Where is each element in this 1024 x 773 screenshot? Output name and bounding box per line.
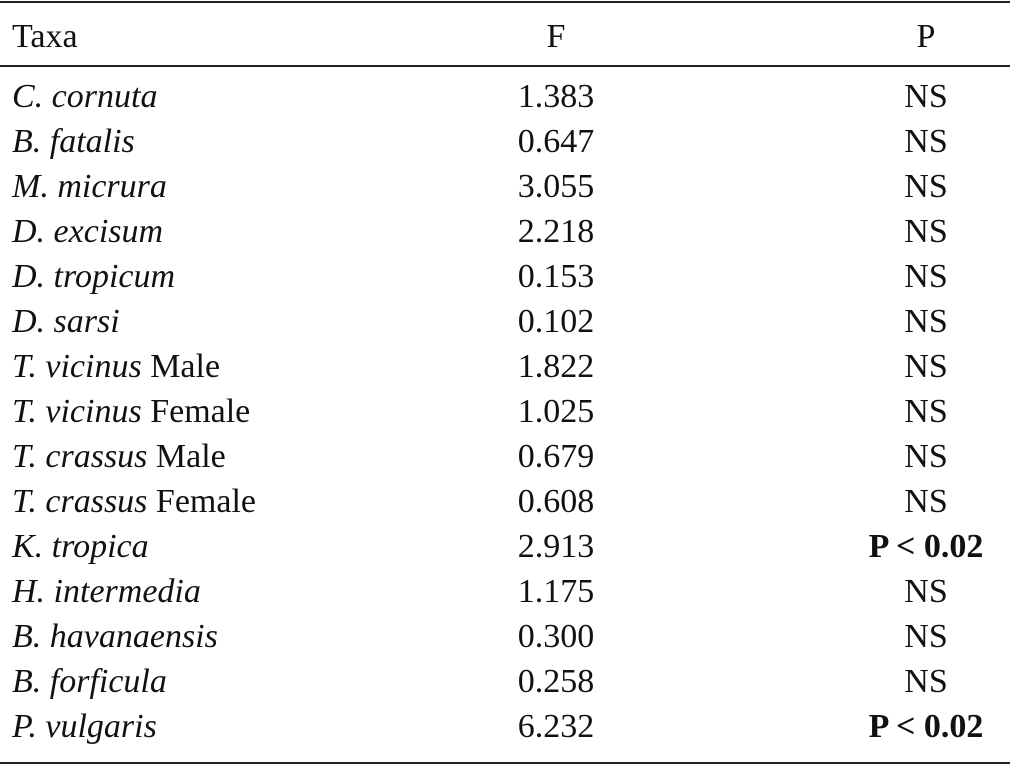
p-cell: P < 0.02	[868, 528, 984, 565]
f-cell: 2.913	[517, 528, 595, 565]
f-cell: 1.025	[517, 393, 595, 430]
header-rule	[0, 65, 1010, 67]
p-cell: NS	[904, 618, 948, 655]
taxon-cell: B. forficula	[12, 662, 167, 702]
taxon-name: B. fatalis	[12, 123, 135, 160]
taxon-name: T. vicinus	[12, 348, 142, 385]
f-cell: 0.300	[517, 618, 595, 655]
f-cell: 0.153	[517, 258, 595, 295]
taxon-name: M. micrura	[12, 168, 167, 205]
taxon-cell: T. crassus Male	[12, 437, 226, 477]
p-cell: NS	[904, 483, 948, 520]
taxon-cell: H. intermedia	[12, 572, 201, 612]
taxon-cell: D. tropicum	[12, 257, 175, 297]
sex: Male	[155, 438, 226, 475]
f-cell: 1.383	[517, 78, 595, 115]
sex: Female	[150, 393, 251, 430]
taxon-name: T. vicinus	[12, 393, 142, 430]
p-cell: NS	[904, 393, 948, 430]
f-cell: 0.647	[517, 123, 595, 160]
taxon-name: T. crassus	[12, 438, 148, 475]
bottom-rule	[0, 762, 1010, 764]
taxon-cell: C. cornuta	[12, 77, 157, 117]
p-cell: NS	[904, 213, 948, 250]
f-cell: 0.102	[517, 303, 595, 340]
taxon-name: H. intermedia	[12, 573, 201, 610]
taxon-name: T. crassus	[12, 483, 148, 520]
taxon-cell: T. vicinus Female	[12, 392, 250, 432]
header-cell: P	[916, 18, 936, 55]
sex: Female	[155, 483, 256, 520]
top-rule	[0, 1, 1010, 3]
f-cell: 0.258	[517, 663, 595, 700]
taxon-cell: K. tropica	[12, 527, 149, 567]
header-cell: Taxa	[12, 18, 78, 55]
f-cell: 1.175	[517, 573, 595, 610]
f-cell: 0.679	[517, 438, 595, 475]
p-cell: P < 0.02	[868, 708, 984, 745]
taxon-name: C. cornuta	[12, 78, 158, 115]
taxon-cell: T. crassus Female	[12, 482, 256, 522]
taxon-name: P. vulgaris	[12, 708, 157, 745]
taxon-cell: M. micrura	[12, 167, 167, 207]
p-cell: NS	[904, 663, 948, 700]
taxon-cell: D. excisum	[12, 212, 163, 252]
header-cell: F	[546, 18, 566, 55]
p-cell: NS	[904, 348, 948, 385]
taxon-name: D. sarsi	[12, 303, 120, 340]
taxon-cell: B. havanaensis	[12, 617, 218, 657]
taxon-cell: B. fatalis	[12, 122, 135, 162]
p-cell: NS	[904, 168, 948, 205]
taxon-name: D. tropicum	[12, 258, 176, 295]
p-cell: NS	[904, 258, 948, 295]
taxon-name: K. tropica	[12, 528, 149, 565]
p-cell: NS	[904, 123, 948, 160]
sex: Male	[150, 348, 221, 385]
f-cell: 6.232	[517, 708, 595, 745]
f-cell: 3.055	[517, 168, 595, 205]
taxon-name: D. excisum	[12, 213, 164, 250]
f-cell: 0.608	[517, 483, 595, 520]
taxon-name: B. havanaensis	[12, 618, 218, 655]
p-cell: NS	[904, 303, 948, 340]
taxon-cell: T. vicinus Male	[12, 347, 220, 387]
p-cell: NS	[904, 438, 948, 475]
f-cell: 2.218	[517, 213, 595, 250]
taxon-name: B. forficula	[12, 663, 167, 700]
p-cell: NS	[904, 78, 948, 115]
taxon-cell: P. vulgaris	[12, 707, 157, 747]
f-cell: 1.822	[517, 348, 595, 385]
p-cell: NS	[904, 573, 948, 610]
taxon-cell: D. sarsi	[12, 302, 120, 342]
